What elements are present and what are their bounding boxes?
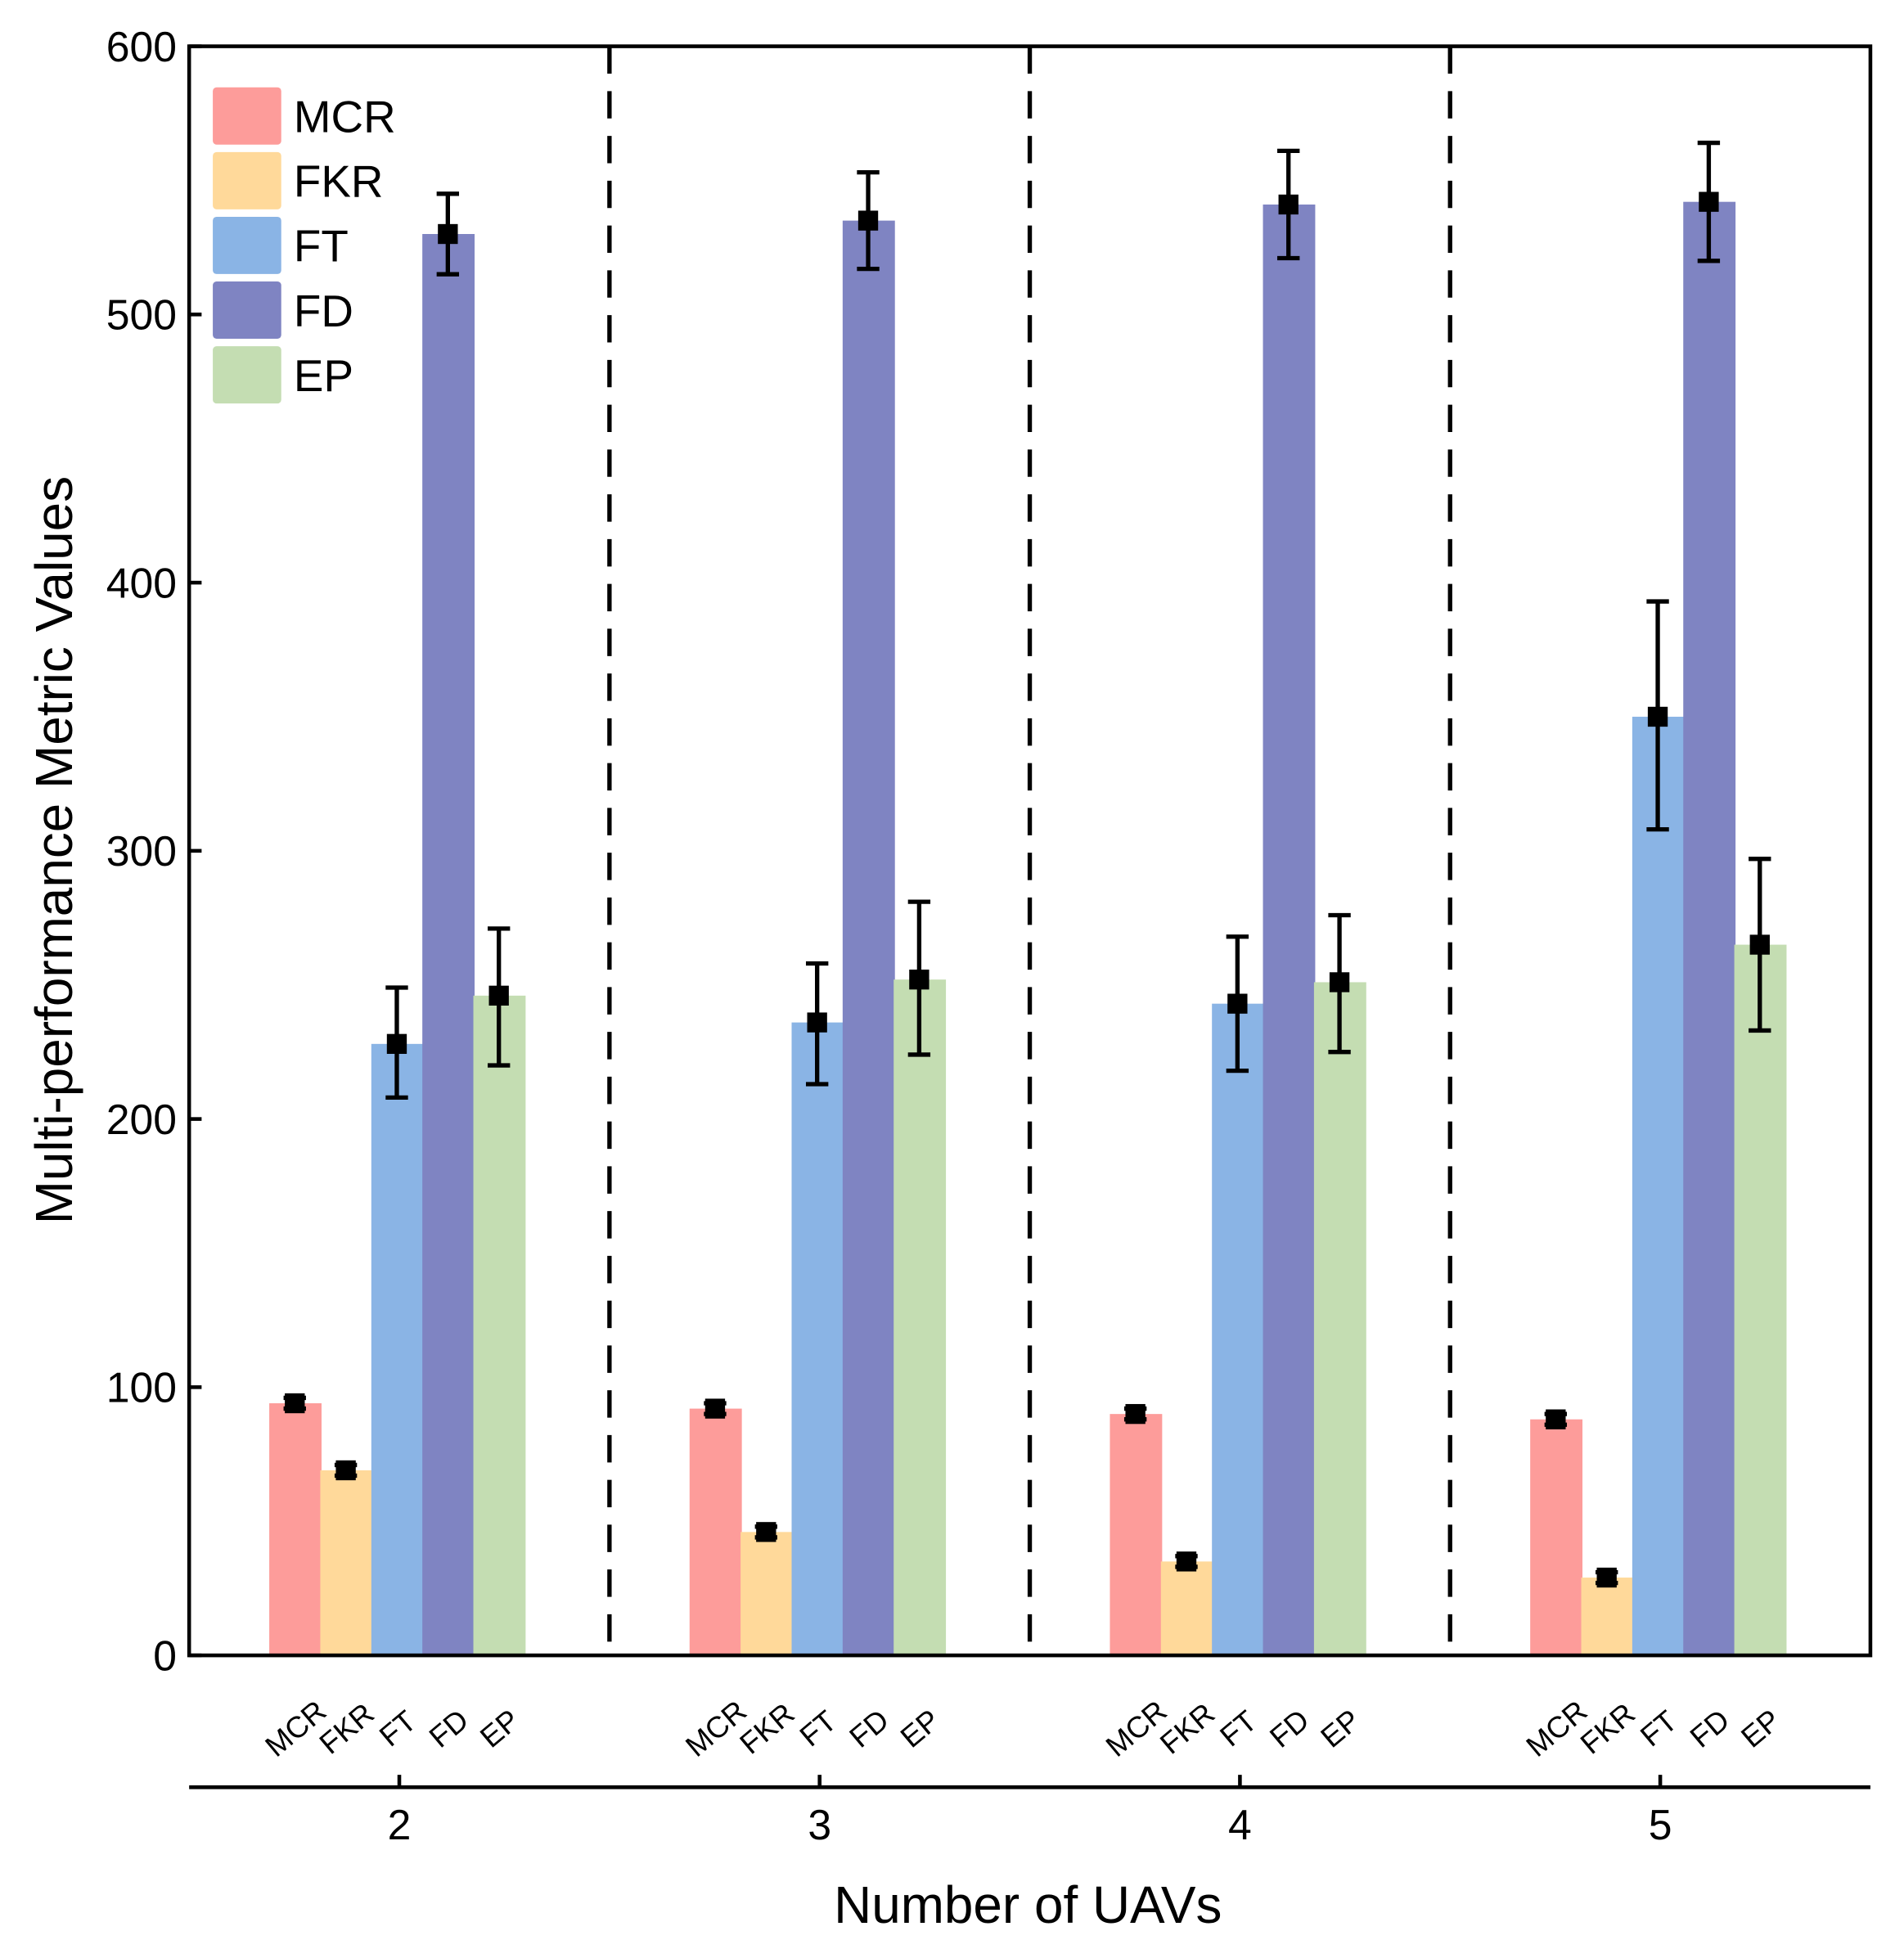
bar-ft-5: [1632, 716, 1685, 1656]
y-axis-title: Multi-performance Metric Values: [25, 476, 83, 1224]
bar-category-label: FT: [794, 1704, 844, 1753]
mean-marker: [1278, 194, 1299, 215]
y-tick-label: 0: [153, 1632, 177, 1679]
bar-ft-2: [371, 1043, 424, 1656]
y-tick-label: 400: [106, 559, 177, 606]
bar-mcr-5: [1530, 1419, 1583, 1656]
bar-fkr-4: [1160, 1561, 1213, 1656]
mean-marker: [386, 1033, 407, 1054]
mean-marker: [756, 1522, 776, 1542]
x-tick-label: 2: [388, 1801, 412, 1848]
bar-category-label: FKR: [733, 1696, 800, 1760]
bar-category-label: FT: [1634, 1704, 1684, 1753]
bar-fkr-2: [320, 1470, 373, 1656]
mean-marker: [438, 223, 458, 245]
bar-fd-4: [1263, 204, 1316, 1656]
bar-category-label: FKR: [313, 1696, 380, 1760]
bar-category-label: FKR: [1574, 1696, 1641, 1760]
mean-marker: [1699, 191, 1719, 212]
mean-marker: [807, 1012, 827, 1033]
mean-marker: [1596, 1567, 1617, 1588]
mean-marker: [1546, 1409, 1566, 1429]
bar-ep-5: [1734, 944, 1787, 1656]
bar-category-label: EP: [894, 1703, 947, 1754]
mean-marker: [1176, 1551, 1197, 1572]
bar-category-label: FD: [843, 1703, 895, 1754]
bar-ft-3: [791, 1022, 844, 1656]
legend-label-fd: FD: [294, 286, 353, 336]
bar-mcr-4: [1110, 1414, 1163, 1656]
legend-label-mcr: MCR: [294, 92, 396, 142]
legend-swatch-fd: [213, 281, 281, 339]
legend-label-fkr: FKR: [294, 156, 384, 207]
mean-marker: [285, 1393, 305, 1414]
mean-marker: [857, 210, 879, 231]
y-tick-label: 300: [106, 827, 177, 875]
bar-category-label: EP: [1735, 1703, 1787, 1754]
bar-mcr-2: [269, 1403, 322, 1656]
legend-swatch-fkr: [213, 151, 281, 209]
mean-marker: [1227, 993, 1248, 1014]
bar-category-label: EP: [474, 1703, 526, 1754]
bar-fkr-5: [1581, 1578, 1634, 1656]
mean-marker: [1329, 972, 1350, 993]
mean-marker: [488, 985, 509, 1006]
bar-category-label: FD: [423, 1703, 475, 1754]
bar-category-label: FD: [1684, 1703, 1736, 1754]
mean-marker: [909, 970, 929, 990]
bar-fd-2: [422, 234, 475, 1656]
legend-label-ft: FT: [294, 221, 349, 272]
mean-marker: [1125, 1403, 1146, 1425]
bar-mcr-3: [689, 1408, 742, 1656]
bar-fd-3: [842, 220, 895, 1656]
bar-fd-5: [1683, 201, 1736, 1656]
mean-marker: [1647, 706, 1668, 727]
x-tick-label: 4: [1228, 1801, 1252, 1848]
y-tick-label: 200: [106, 1096, 177, 1143]
bar-category-label: FT: [373, 1704, 423, 1753]
bar-ft-4: [1212, 1003, 1265, 1656]
mean-marker: [704, 1398, 726, 1419]
x-tick-label: 3: [808, 1801, 831, 1848]
y-tick-label: 500: [106, 291, 177, 339]
bar-category-label: FT: [1213, 1704, 1263, 1753]
legend-swatch-ep: [213, 346, 281, 404]
legend-swatch-ft: [213, 216, 281, 274]
bar-ep-4: [1313, 982, 1366, 1656]
mean-marker: [335, 1460, 356, 1481]
bar-category-label: EP: [1314, 1703, 1366, 1754]
legend: MCR FKR FT FD EP: [213, 87, 396, 404]
legend-swatch-mcr: [213, 87, 281, 145]
bar-category-label: FD: [1263, 1703, 1316, 1754]
bar-ep-2: [473, 995, 526, 1656]
bar-fkr-3: [740, 1532, 794, 1656]
x-tick-label: 5: [1649, 1801, 1672, 1848]
bar-category-label: FKR: [1154, 1696, 1221, 1760]
bar-ep-3: [893, 979, 947, 1656]
mean-marker: [1749, 934, 1770, 955]
x-axis-title: Number of UAVs: [834, 1875, 1222, 1934]
y-tick-label: 600: [106, 23, 177, 70]
y-tick-label: 100: [106, 1364, 177, 1411]
legend-label-ep: EP: [294, 350, 353, 401]
